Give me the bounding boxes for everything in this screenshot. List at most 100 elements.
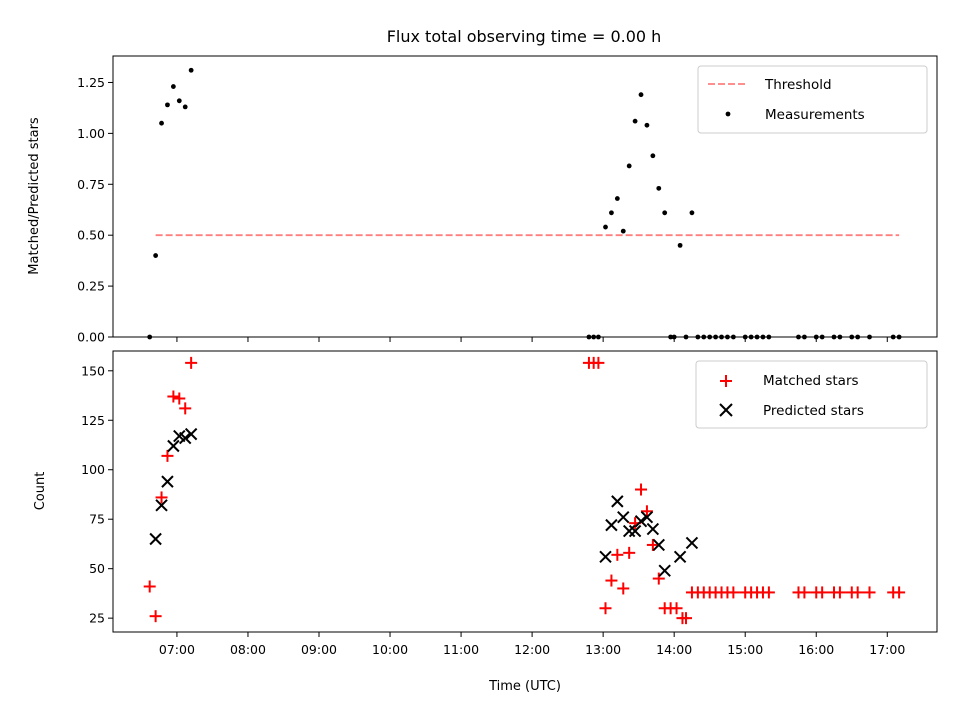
matched-star-marker [863, 586, 876, 599]
predicted-star-marker [184, 427, 198, 441]
predicted-star-marker [149, 532, 162, 546]
predicted-star-marker [640, 511, 654, 524]
predicted-star-marker [652, 538, 665, 552]
predicted-star-marker [179, 431, 192, 445]
matched-star-marker [143, 580, 156, 593]
measurement-point [153, 253, 159, 258]
measurement-point [644, 122, 650, 128]
matched-star-marker [762, 586, 775, 599]
x-tick-label: 17:00 [869, 642, 905, 657]
chart-title: Flux total observing time = 0.00 h [387, 27, 662, 46]
measurement-point [626, 163, 632, 169]
matched-star-marker [670, 602, 683, 615]
predicted-legend-swatch [719, 403, 733, 417]
predicted-star-marker [605, 518, 618, 532]
matched-star-marker [893, 586, 906, 599]
top-y-axis-label: Matched/Predicted stars [27, 117, 42, 275]
matched-star-marker [833, 586, 846, 599]
bottom-plot-frame [112, 350, 938, 633]
x-axis-label: Time (UTC) [488, 679, 561, 694]
measurement-point [662, 210, 668, 216]
x-tick-label: 13:00 [585, 642, 621, 657]
measurement-point [182, 104, 188, 110]
measurement-point [656, 185, 662, 191]
matched-star-marker [599, 602, 612, 615]
matched-star-marker [605, 574, 618, 587]
measurement-point [638, 92, 644, 98]
y-tick-label: 150 [81, 363, 105, 378]
measurement-point [176, 98, 182, 104]
threshold-legend-label: Threshold [764, 77, 832, 93]
measurement-point [677, 242, 683, 248]
y-tick-label: 125 [81, 413, 105, 428]
x-tick-label: 12:00 [514, 642, 550, 657]
predicted-star-marker [167, 439, 180, 453]
matched-star-marker [652, 572, 665, 585]
y-tick-label: 1.00 [77, 126, 105, 141]
x-tick-label: 07:00 [159, 642, 195, 657]
predicted-star-marker [658, 564, 671, 577]
matched-star-marker [727, 586, 740, 599]
matched-star-marker [179, 402, 192, 415]
matched-star-marker [149, 610, 162, 623]
predicted-star-marker [628, 524, 642, 538]
predicted-star-marker [685, 536, 699, 550]
measurements-legend-label: Measurements [765, 107, 865, 123]
measurement-point [614, 196, 620, 201]
matched-star-marker [155, 491, 168, 504]
measurement-point [650, 153, 656, 159]
matched-star-marker [592, 356, 605, 369]
predicted-star-marker [155, 499, 168, 512]
predicted-star-marker [673, 550, 687, 564]
measurement-point [632, 118, 638, 124]
matched-star-marker [173, 392, 186, 405]
y-tick-label: 100 [81, 462, 105, 477]
matched-star-marker [680, 612, 693, 625]
x-tick-label: 10:00 [372, 642, 408, 657]
matched-star-marker [167, 390, 180, 403]
y-tick-label: 75 [89, 512, 105, 527]
x-tick-label: 09:00 [301, 642, 337, 657]
matched-star-marker [798, 586, 811, 599]
matched-star-marker [816, 586, 829, 599]
top-legend-box [697, 65, 928, 134]
y-tick-label: 0.25 [77, 279, 105, 294]
matched-star-marker [623, 546, 636, 559]
matched-star-marker [851, 586, 864, 599]
measurement-point [170, 84, 176, 89]
matched-legend-swatch [720, 375, 732, 387]
measurement-point [165, 102, 170, 108]
measurement-point [609, 210, 614, 216]
y-tick-label: 1.25 [77, 75, 105, 90]
x-tick-label: 15:00 [727, 642, 763, 657]
measurement-point [620, 228, 626, 234]
bottom-legend: Matched stars Predicted stars [695, 360, 928, 429]
predicted-star-marker [646, 522, 660, 536]
bottom-panel: 25 50 75 100 125 150 07:00 08:00 09:00 10:00 11:0… [33, 350, 938, 694]
matched-star-marker [185, 356, 198, 369]
measurement-point [689, 210, 695, 216]
predicted-star-marker [634, 514, 648, 528]
matched-legend-label: Matched stars [763, 373, 859, 389]
x-tick-label: 14:00 [656, 642, 692, 657]
measurements-legend-swatch [725, 111, 731, 117]
y-tick-label: 0.75 [77, 177, 105, 192]
measurement-point [159, 120, 164, 126]
matched-star-marker [617, 582, 630, 595]
measurement-point [188, 67, 194, 73]
predicted-star-marker [611, 495, 624, 508]
matched-star-marker [611, 548, 624, 561]
bottom-y-axis-label: Count [33, 472, 48, 511]
x-tick-label: 08:00 [230, 642, 266, 657]
top-panel: 0.00 0.25 0.50 0.75 1.00 1.25 Matched/Predict… [27, 55, 938, 345]
bottom-legend-box [695, 360, 928, 429]
y-tick-label: 0.50 [77, 228, 105, 243]
predicted-star-marker [161, 475, 174, 488]
y-tick-label: 50 [89, 561, 105, 576]
matched-star-marker [161, 449, 174, 462]
x-tick-label: 11:00 [443, 642, 479, 657]
top-plot-frame [112, 55, 938, 338]
y-tick-label: 0.00 [77, 330, 105, 345]
predicted-legend-label: Predicted stars [763, 403, 864, 419]
